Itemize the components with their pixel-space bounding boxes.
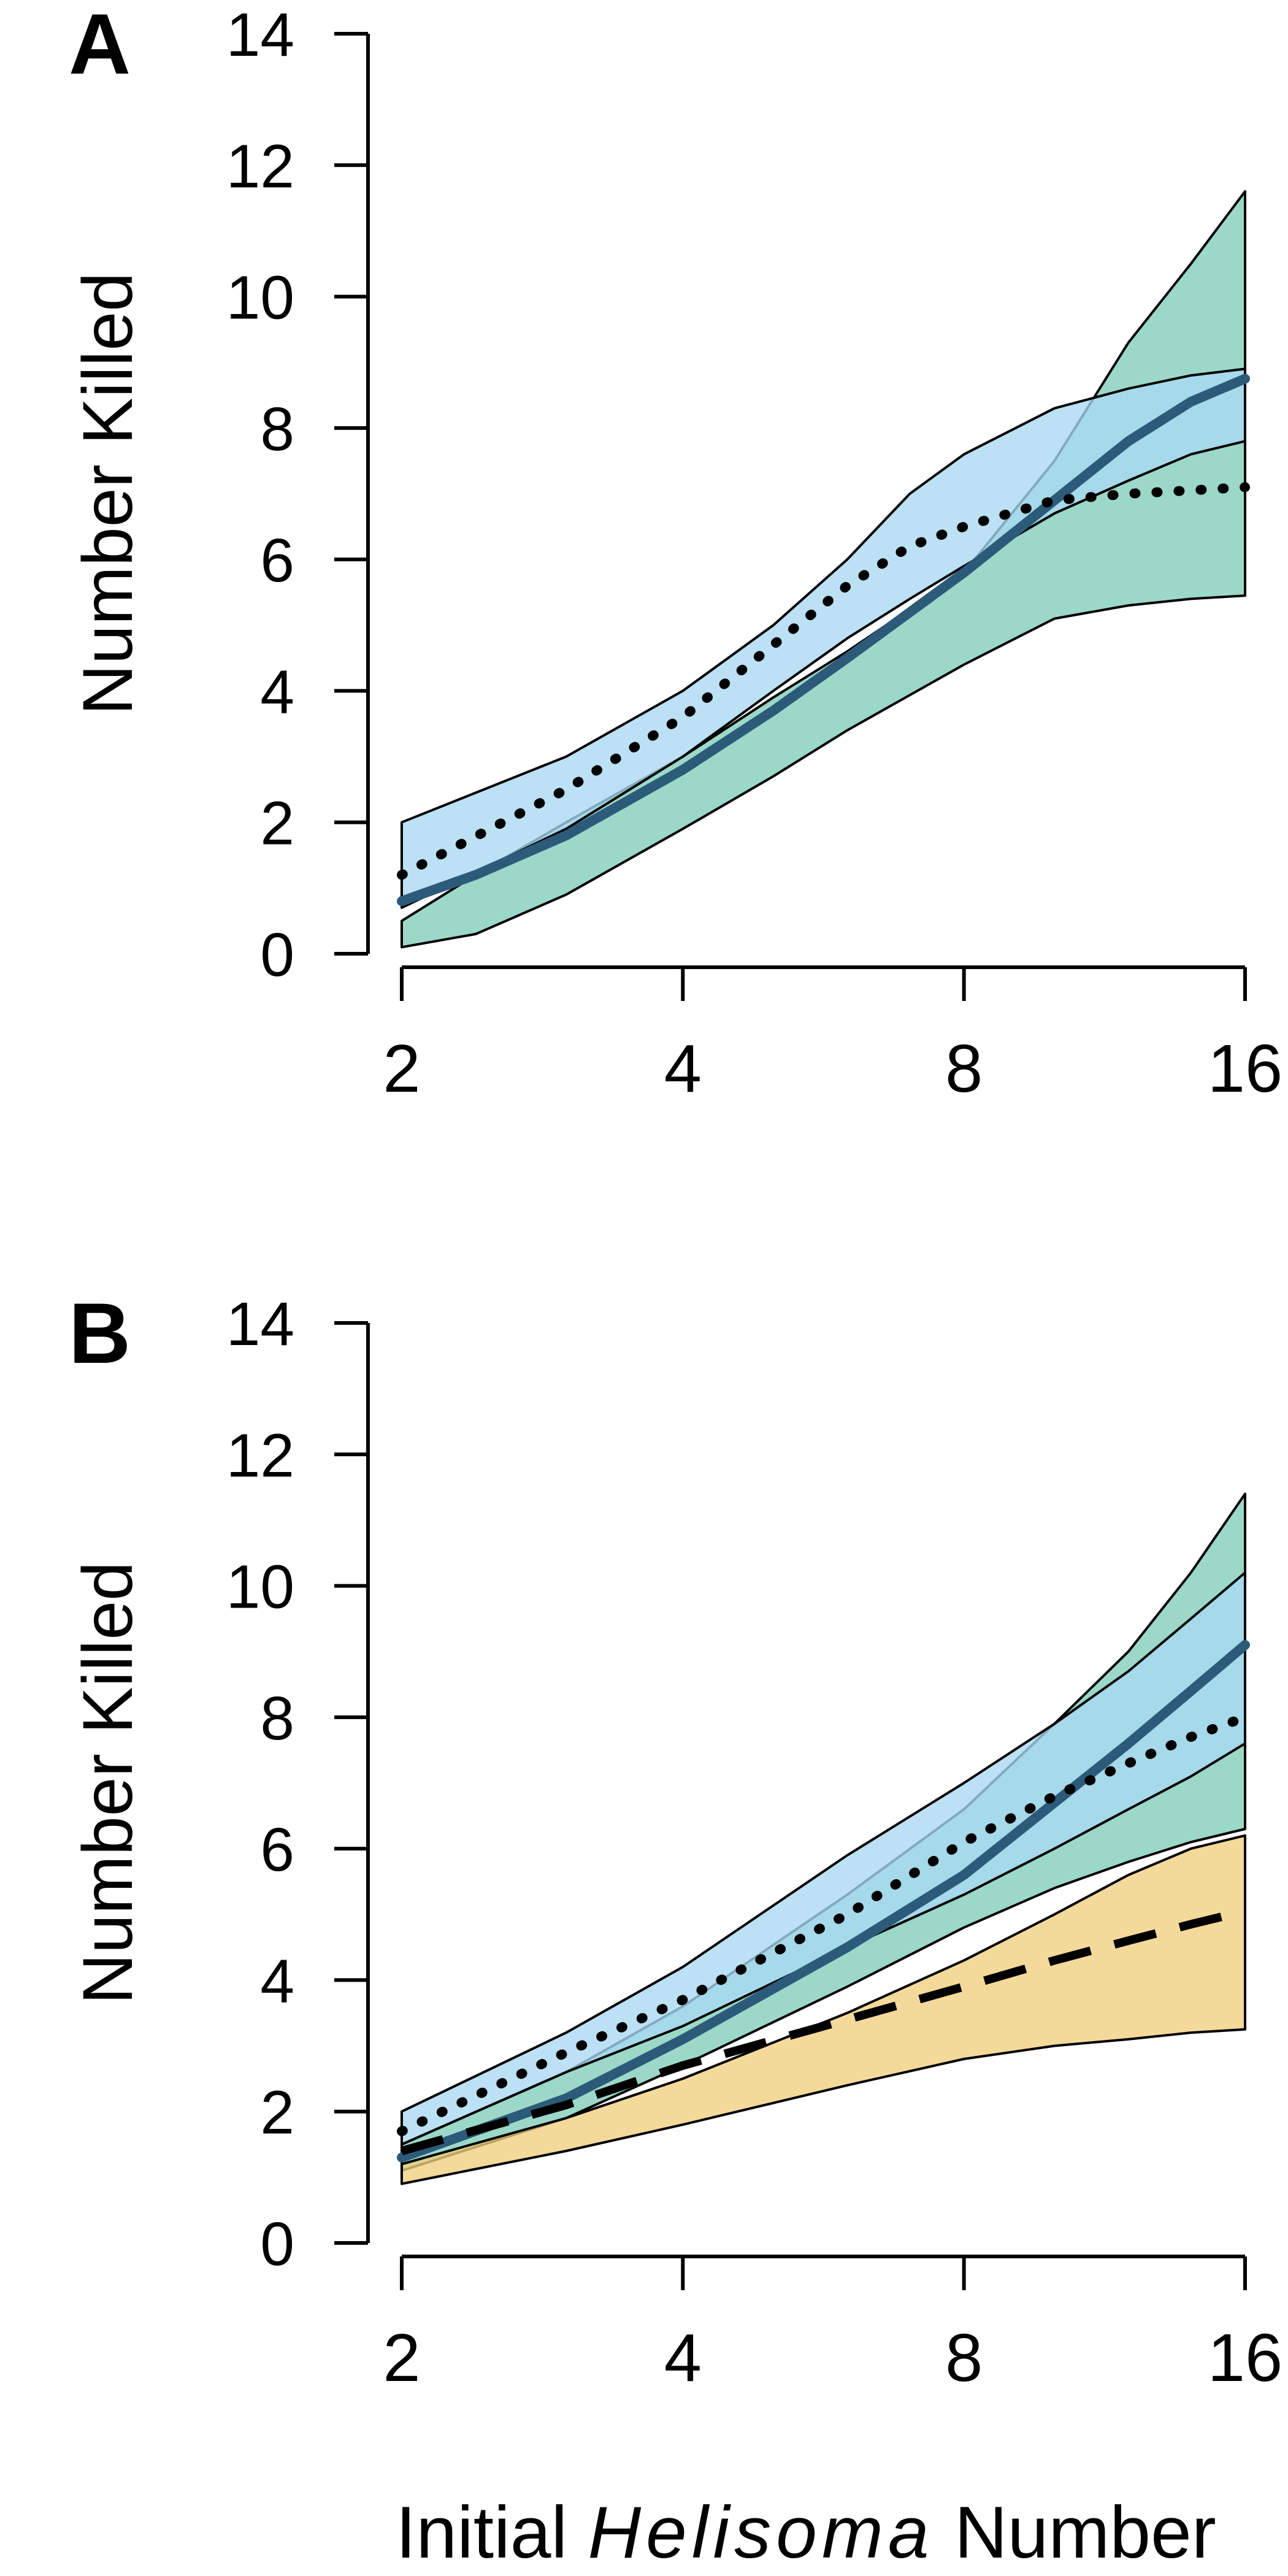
panel-b-mean-line-green — [397, 1640, 1250, 2163]
panel-b-x-tick-label: 4 — [664, 2320, 702, 2396]
panel-b-y-tick-label: 8 — [260, 1684, 294, 1753]
panel-a-x-tick-label: 8 — [945, 1031, 983, 1106]
x-axis-label-suffix: Number — [934, 2491, 1216, 2574]
panel-a-x-tick-label: 16 — [1208, 1031, 1282, 1106]
panel-b-band-blue — [401, 1571, 1246, 2146]
panel-b-y-tick-label: 14 — [226, 1290, 294, 1359]
panel-a-y-tick-label: 0 — [260, 921, 294, 989]
panel-a-y-tick-label: 8 — [260, 395, 294, 464]
panel-a-mean-line-green — [397, 374, 1250, 907]
panel-b-x-tick-label: 16 — [1208, 2320, 1282, 2396]
panel-a: A Number Killed 0 2 4 6 8 10 12 14 2 4 8 16 — [69, 0, 1282, 1106]
panel-b-band-yellow — [401, 1834, 1246, 2185]
panel-a-plot: 0 2 4 6 8 10 12 14 2 4 8 16 — [226, 1, 1282, 1106]
panel-a-ylabel: Number Killed — [69, 272, 147, 715]
panel-b: B Number Killed 0 2 4 6 8 10 12 14 2 4 8 16 — [69, 1285, 1282, 2396]
panel-a-y-tick-label: 6 — [260, 526, 294, 595]
panel-b-y-tick-label: 10 — [226, 1553, 294, 1622]
panel-a-x-tick-label: 2 — [383, 1031, 420, 1106]
panel-b-label: B — [69, 1285, 131, 1381]
panel-b-y-tick-label: 2 — [260, 2079, 294, 2147]
panel-a-y-tick-label: 12 — [226, 132, 294, 201]
panel-a-label: A — [69, 0, 131, 92]
panel-b-mean-line-blue — [397, 1712, 1250, 2136]
x-axis-label-prefix: Initial — [396, 2491, 588, 2574]
x-axis-label-genus: Helisoma — [588, 2491, 933, 2574]
panel-a-x-tick-label: 4 — [664, 1031, 702, 1106]
panel-b-x-tick-label: 8 — [945, 2320, 983, 2396]
panel-b-y-tick-label: 0 — [260, 2210, 294, 2279]
panel-b-y-tick-label: 12 — [226, 1421, 294, 1490]
panel-a-y-tick-label: 2 — [260, 789, 294, 858]
panel-b-x-tick-label: 2 — [383, 2320, 420, 2396]
panel-a-band-blue — [401, 367, 1246, 909]
panel-b-y-tick-label: 4 — [260, 1947, 294, 2015]
panel-a-y-tick-label: 4 — [260, 657, 294, 726]
panel-b-mean-line-yellow — [401, 1907, 1246, 2155]
panel-b-y-tick-label: 6 — [260, 1815, 294, 1884]
panel-b-ylabel: Number Killed — [69, 1562, 147, 2004]
x-axis-label: Initial Helisoma Number — [396, 2491, 1216, 2574]
panel-b-plot: 0 2 4 6 8 10 12 14 2 4 8 16 — [226, 1290, 1282, 2396]
panel-a-y-tick-label: 14 — [226, 1, 294, 69]
panel-a-y-tick-label: 10 — [226, 264, 294, 332]
